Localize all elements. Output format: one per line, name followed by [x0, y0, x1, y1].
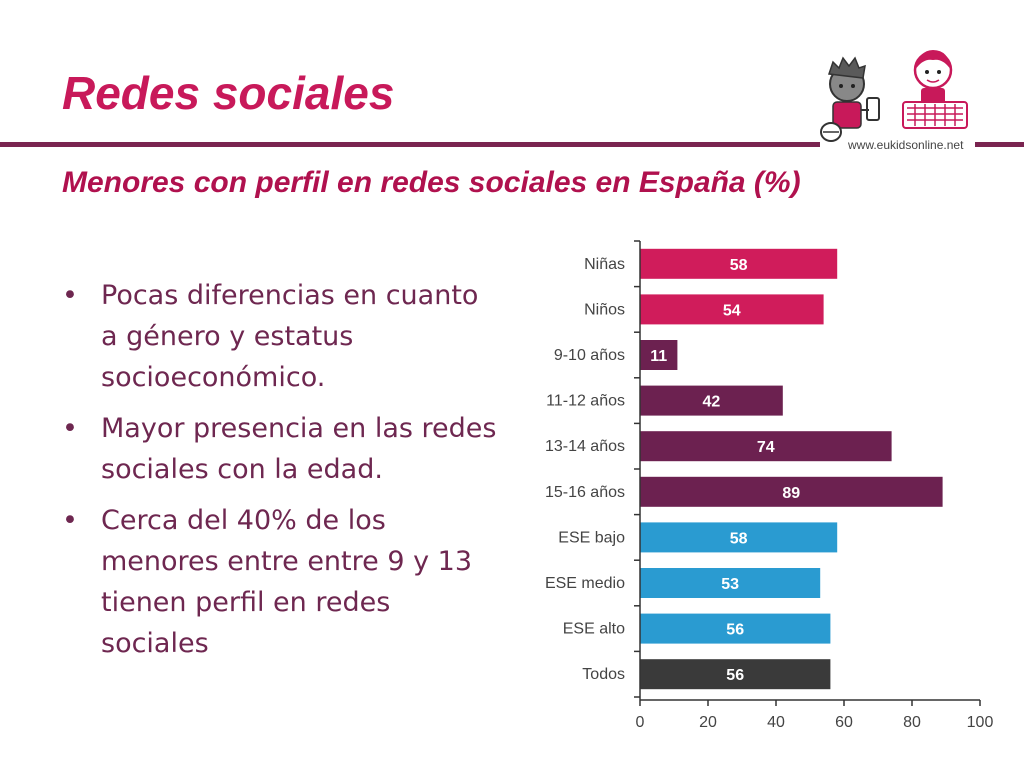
category-label: 9-10 años — [554, 347, 625, 364]
bullet-list: • Pocas diferencias en cuanto a género y … — [62, 275, 502, 674]
x-tick-label: 80 — [903, 714, 921, 731]
bullet-item: • Cerca del 40% de los menores entre entr… — [62, 500, 502, 664]
bar — [640, 568, 821, 598]
bar — [640, 476, 943, 507]
x-tick-label: 100 — [967, 714, 994, 731]
bullet-item: • Pocas diferencias en cuanto a género y … — [62, 275, 502, 398]
bar — [640, 248, 838, 279]
bar — [640, 659, 831, 690]
bar — [640, 522, 838, 553]
bullet-dot-icon: • — [62, 280, 78, 311]
x-tick-label: 40 — [767, 714, 785, 731]
bullet-item: • Mayor presencia en las redes sociales c… — [62, 408, 502, 490]
bullet-dot-icon: • — [62, 413, 78, 444]
bar-value-label: 53 — [721, 576, 739, 593]
bar-value-label: 56 — [726, 622, 744, 639]
category-label: Niñas — [584, 256, 625, 273]
category-label: ESE medio — [545, 575, 625, 592]
category-label: 13-14 años — [545, 438, 625, 455]
category-label: 15-16 años — [545, 484, 625, 501]
bar-chart: 58 Niñas 54 Niños 11 9-10 años 42 11-12 años 74 1… — [545, 240, 994, 731]
bar-value-label: 11 — [650, 348, 667, 365]
bar-value-label: 89 — [782, 485, 800, 502]
slide-subtitle: Menores con perfil en redes sociales en … — [62, 166, 801, 199]
bullet-text: Mayor presencia en las redes sociales co… — [101, 413, 497, 485]
title-rule-left — [0, 142, 820, 147]
bar — [640, 340, 678, 370]
x-tick-label: 20 — [699, 714, 717, 731]
bar-value-label: 54 — [723, 302, 741, 319]
bullet-text: Pocas diferencias en cuanto a género y e… — [101, 280, 479, 393]
category-label: 11-12 años — [546, 393, 625, 410]
bar — [640, 431, 892, 462]
category-label: Todos — [582, 666, 625, 683]
bar-value-label: 56 — [726, 667, 744, 684]
bar — [640, 294, 824, 325]
category-label: ESE alto — [563, 621, 625, 638]
bar — [640, 385, 783, 416]
bar-value-label: 58 — [730, 530, 748, 547]
title-rule-right — [975, 142, 1024, 147]
slide-title: Redes sociales — [62, 67, 395, 119]
category-label: ESE bajo — [558, 529, 625, 546]
bar-value-label: 58 — [730, 257, 748, 274]
bullet-text: Cerca del 40% de los menores entre entre… — [101, 505, 473, 659]
category-label: Niños — [584, 301, 625, 318]
x-tick-label: 0 — [636, 714, 645, 731]
bar-value-label: 42 — [703, 394, 721, 411]
bar — [640, 613, 831, 644]
logo-url-text: www.eukidsonline.net — [848, 138, 964, 152]
bar-value-label: 74 — [757, 439, 775, 456]
kids-logo-illustration — [820, 50, 968, 142]
x-tick-label: 60 — [835, 714, 853, 731]
bullet-dot-icon: • — [62, 505, 78, 536]
